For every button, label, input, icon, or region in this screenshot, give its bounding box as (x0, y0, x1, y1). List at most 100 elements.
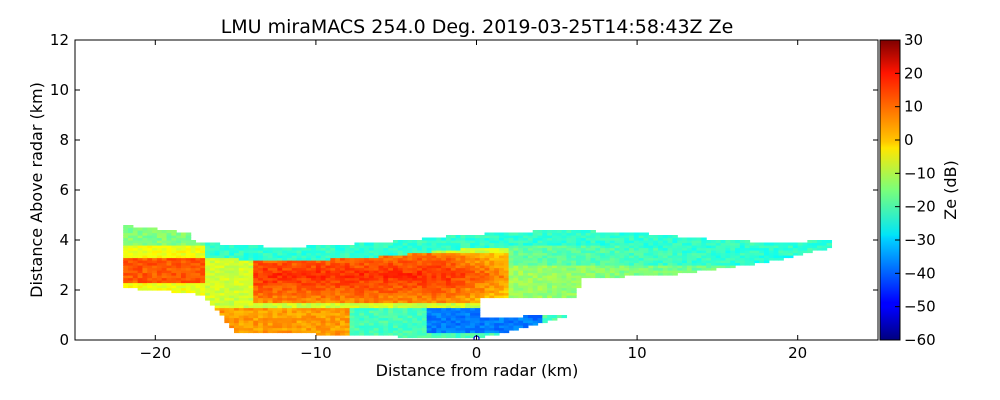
ze-cell (431, 292, 437, 296)
ze-cell (277, 282, 283, 286)
ze-cell (498, 262, 505, 266)
ze-cell (595, 272, 601, 276)
ze-cell (224, 257, 230, 261)
ze-cell (224, 282, 230, 286)
ze-cell (132, 255, 139, 259)
ze-cell (682, 260, 688, 264)
ze-cell (243, 275, 250, 279)
ze-cell (643, 250, 649, 254)
ze-cell (523, 250, 529, 254)
ze-cell (465, 272, 471, 276)
ze-cell (253, 267, 259, 271)
ze-cell (229, 257, 235, 261)
ze-cell (595, 260, 601, 264)
ze-cell (383, 285, 389, 289)
ze-cell (224, 277, 230, 281)
ze-cell (195, 260, 201, 264)
ze-cell (176, 277, 182, 281)
ze-cell (638, 247, 645, 251)
ze-cell (359, 265, 365, 269)
ze-cell (470, 332, 476, 336)
ze-cell (547, 250, 553, 254)
ze-cell (291, 247, 298, 251)
ze-cell (161, 240, 168, 244)
ze-cell (465, 330, 471, 334)
ze-cell (657, 245, 664, 249)
ze-cell (720, 247, 727, 251)
ze-cell (233, 252, 240, 256)
ze-cell (306, 257, 312, 261)
ze-cell (494, 325, 500, 329)
ze-cell (532, 237, 539, 241)
ze-cell (195, 285, 201, 289)
ze-cell (426, 282, 433, 286)
ze-cell (580, 232, 587, 236)
ze-cell (445, 332, 452, 336)
ze-cell (339, 330, 346, 334)
ze-cell (402, 242, 409, 246)
ze-cell (739, 245, 746, 249)
ze-cell (147, 247, 153, 251)
ze-cell (296, 255, 303, 259)
ze-cell (653, 260, 659, 264)
ze-cell (364, 312, 370, 316)
ze-cell (373, 317, 380, 321)
ze-cell (123, 260, 129, 264)
ze-cell (392, 250, 399, 254)
ze-cell (812, 240, 818, 244)
ze-cell (166, 252, 172, 256)
ze-cell (460, 282, 466, 286)
ze-cell (561, 230, 568, 234)
ze-cell (585, 257, 592, 261)
ze-cell (513, 267, 519, 271)
ze-cell (296, 275, 303, 279)
ze-cell (388, 257, 394, 261)
ze-cell (566, 232, 572, 236)
ze-cell (262, 250, 269, 254)
ze-cell (489, 262, 495, 266)
ze-cell (262, 260, 269, 264)
ze-cell (229, 322, 235, 326)
ze-cell (667, 240, 674, 244)
ze-cell (523, 277, 529, 281)
ze-cell (233, 292, 240, 296)
ze-cell (344, 255, 351, 259)
ze-cell (470, 267, 476, 271)
ze-cell (484, 240, 490, 244)
ze-cell (272, 295, 278, 299)
ze-cell (474, 270, 481, 274)
ze-cell (320, 265, 327, 269)
ze-cell (253, 265, 259, 269)
ze-cell (190, 277, 197, 281)
ze-cell (556, 230, 563, 234)
ze-cell (426, 262, 433, 266)
ze-cell (735, 242, 741, 246)
ze-cell (195, 272, 201, 276)
ze-cell (229, 295, 235, 299)
ze-cell (335, 332, 341, 336)
ze-cell (224, 262, 230, 266)
ze-cell (368, 317, 375, 321)
colorbar-tick-label: 0 (904, 131, 914, 149)
ze-cell (142, 235, 148, 239)
ze-cell (551, 272, 558, 276)
ze-cell (238, 260, 245, 264)
ze-cell (556, 277, 563, 281)
ze-cell (142, 287, 148, 291)
ze-cell (556, 242, 563, 246)
ze-cell (412, 315, 418, 319)
ze-cell (373, 315, 380, 319)
ze-cell (518, 285, 524, 289)
ze-cell (532, 322, 539, 326)
ze-cell (291, 327, 298, 331)
ze-cell (142, 265, 148, 269)
ze-cell (653, 262, 659, 266)
ze-cell (450, 302, 457, 306)
ze-cell (686, 242, 693, 246)
ze-cell (349, 272, 356, 276)
ze-cell (354, 280, 360, 284)
ze-cell (527, 280, 534, 284)
ze-cell (156, 267, 163, 271)
ze-cell (441, 250, 447, 254)
ze-cell (653, 237, 659, 241)
